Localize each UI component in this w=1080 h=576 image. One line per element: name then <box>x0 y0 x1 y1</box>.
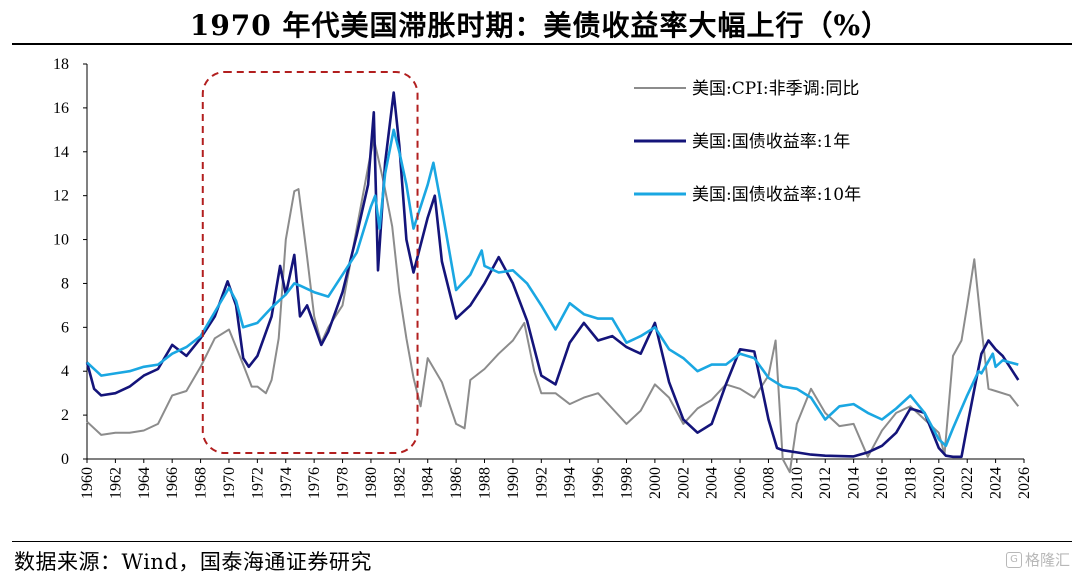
x-tick-label: 1964 <box>136 467 153 499</box>
x-tick-label: 1968 <box>193 467 210 499</box>
y-tick-label: 0 <box>61 451 69 468</box>
x-tick-label: 2012 <box>817 467 834 499</box>
y-tick-label: 16 <box>53 100 69 117</box>
highlight-region <box>201 70 419 454</box>
x-tick-label: 2010 <box>789 467 806 499</box>
x-tick-label: 2016 <box>874 467 891 499</box>
chart-series-lines <box>85 91 1020 474</box>
x-tick-label: 1978 <box>335 467 352 499</box>
x-tick-label: 1972 <box>249 467 266 499</box>
x-tick-label: 1982 <box>391 467 408 499</box>
x-tick-label: 2022 <box>959 467 976 499</box>
x-tick-label: 1966 <box>164 467 181 499</box>
x-tick-label: 2000 <box>647 467 664 499</box>
series-line-y1 <box>85 91 1020 459</box>
x-tick-label: 1994 <box>562 467 579 499</box>
x-tick-label: 1962 <box>107 467 124 499</box>
series-line-y10 <box>86 128 1019 448</box>
x-tick-label: 2026 <box>1016 467 1033 499</box>
watermark-text: 格隆汇 <box>1024 551 1070 569</box>
x-tick-label: 1976 <box>306 467 323 499</box>
title-divider <box>12 43 1072 45</box>
x-tick-label: 1998 <box>618 467 635 499</box>
x-tick-label: 1986 <box>448 467 465 499</box>
x-tick-label: 2008 <box>760 467 777 499</box>
x-tick-label: 2024 <box>988 467 1005 499</box>
y-tick-label: 6 <box>61 319 69 336</box>
legend-label-cpi: 美国:CPI:非季调:同比 <box>692 79 859 99</box>
source-divider <box>12 541 1072 542</box>
watermark-logo-icon: G <box>1005 551 1022 568</box>
x-tick-label: 1980 <box>363 467 380 499</box>
x-tick-label: 1992 <box>533 467 550 499</box>
x-tick-label: 2004 <box>704 467 721 499</box>
x-tick-label: 1988 <box>477 467 494 499</box>
x-tick-label: 2018 <box>902 467 919 499</box>
x-tick-label: 2006 <box>732 467 749 499</box>
legend-label-y10: 美国:国债收益率:10年 <box>692 185 861 205</box>
y-tick-label: 8 <box>61 275 69 292</box>
y-tick-label: 10 <box>53 232 69 249</box>
x-tick-label: 1970 <box>221 467 238 499</box>
source-note: 数据来源：Wind，国泰海通证券研究 <box>14 550 372 574</box>
highlight-box <box>201 70 419 454</box>
x-tick-label: 1996 <box>590 467 607 499</box>
legend-label-y1: 美国:国债收益率:1年 <box>692 132 850 152</box>
x-tick-label: 2014 <box>846 467 863 499</box>
line-chart: 0 2 4 6 8 10 12 14 16 18 1960 1962 1964 1966 1968 1970 1… <box>53 56 1033 499</box>
page-title: 1970 年代美国滞胀时期：美债收益率大幅上行（%） <box>189 9 891 42</box>
y-tick-label: 4 <box>61 363 69 380</box>
x-tick-label: 1990 <box>505 467 522 499</box>
watermark: G 格隆汇 <box>1005 549 1070 570</box>
x-tick-label: 2002 <box>675 467 692 499</box>
y-tick-label: 18 <box>53 56 69 73</box>
chart-axes: 0 2 4 6 8 10 12 14 16 18 1960 1962 1964 1966 1968 1970 1… <box>53 56 1033 499</box>
series-line-cpi <box>86 137 1020 474</box>
y-tick-label: 12 <box>53 188 69 205</box>
x-tick-label: 1984 <box>420 467 437 499</box>
y-tick-label: 2 <box>61 407 69 424</box>
x-tick-label: 1960 <box>79 467 96 499</box>
x-tick-label: 1974 <box>278 467 295 499</box>
y-tick-label: 14 <box>53 144 69 161</box>
x-tick-label: 2020 <box>931 467 948 499</box>
